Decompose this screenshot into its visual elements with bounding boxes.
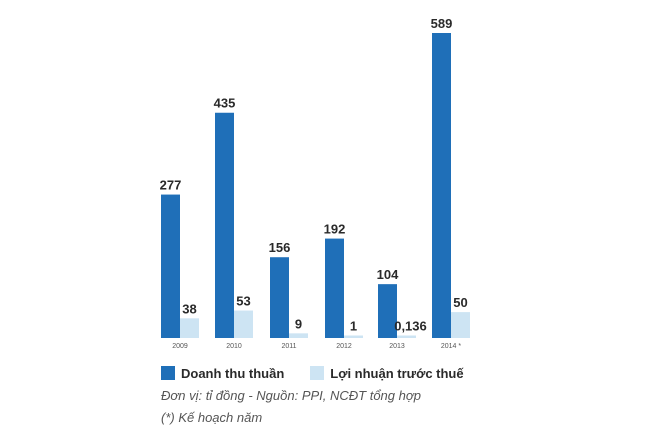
legend-item-revenue: Doanh thu thuần bbox=[161, 366, 284, 381]
revenue-value-label-2: 156 bbox=[269, 240, 291, 255]
revenue-bar-3 bbox=[325, 238, 344, 338]
profit-bar-0 bbox=[180, 318, 199, 338]
profit-value-label-5: 50 bbox=[453, 295, 467, 310]
plan-note: (*) Kế hoạch năm bbox=[161, 410, 263, 425]
profit-value-label-2: 9 bbox=[295, 316, 302, 331]
x-tick-label-3: 2012 bbox=[336, 343, 352, 350]
profit-value-label-1: 53 bbox=[236, 294, 250, 309]
revenue-value-label-5: 589 bbox=[431, 16, 453, 31]
bar-chart: 277 38 2009 435 53 2010 156 9 2011 192 1 2012 104 0,1… bbox=[160, 16, 470, 350]
revenue-value-label-3: 192 bbox=[324, 222, 346, 237]
revenue-bar-2 bbox=[270, 257, 289, 338]
revenue-value-label-0: 277 bbox=[160, 178, 182, 193]
unit-source-note: Đơn vị: tỉ đồng - Nguồn: PPI, NCĐT tổng … bbox=[161, 388, 421, 403]
profit-bar-5 bbox=[451, 312, 470, 338]
profit-bar-3 bbox=[344, 335, 363, 338]
legend-swatch-revenue bbox=[161, 366, 175, 380]
profit-bar-1 bbox=[234, 310, 253, 338]
x-tick-label-1: 2010 bbox=[226, 343, 242, 350]
revenue-bar-1 bbox=[215, 112, 234, 338]
revenue-bar-0 bbox=[161, 194, 180, 338]
legend-label-profit: Lợi nhuận trước thuế bbox=[330, 365, 464, 381]
profit-value-label-0: 38 bbox=[182, 301, 196, 316]
x-tick-label-2: 2011 bbox=[281, 343, 296, 350]
legend-swatch-profit bbox=[310, 366, 325, 380]
profit-value-label-4: 0,136 bbox=[394, 319, 427, 334]
x-tick-label-0: 2009 bbox=[172, 343, 188, 350]
legend: Doanh thu thuần Lợi nhuận trước thuế bbox=[161, 363, 490, 383]
profit-bar-4 bbox=[397, 335, 416, 338]
revenue-bar-4 bbox=[378, 284, 397, 338]
revenue-bar-5 bbox=[432, 33, 451, 338]
profit-value-label-3: 1 bbox=[350, 319, 357, 334]
x-tick-label-5: 2014 * bbox=[441, 343, 462, 350]
x-tick-label-4: 2013 bbox=[389, 343, 405, 350]
legend-label-revenue: Doanh thu thuần bbox=[181, 365, 285, 381]
legend-item-profit: Lợi nhuận trước thuế bbox=[310, 365, 464, 381]
revenue-value-label-1: 435 bbox=[214, 96, 236, 111]
profit-bar-2 bbox=[289, 333, 308, 338]
revenue-value-label-4: 104 bbox=[377, 267, 399, 282]
